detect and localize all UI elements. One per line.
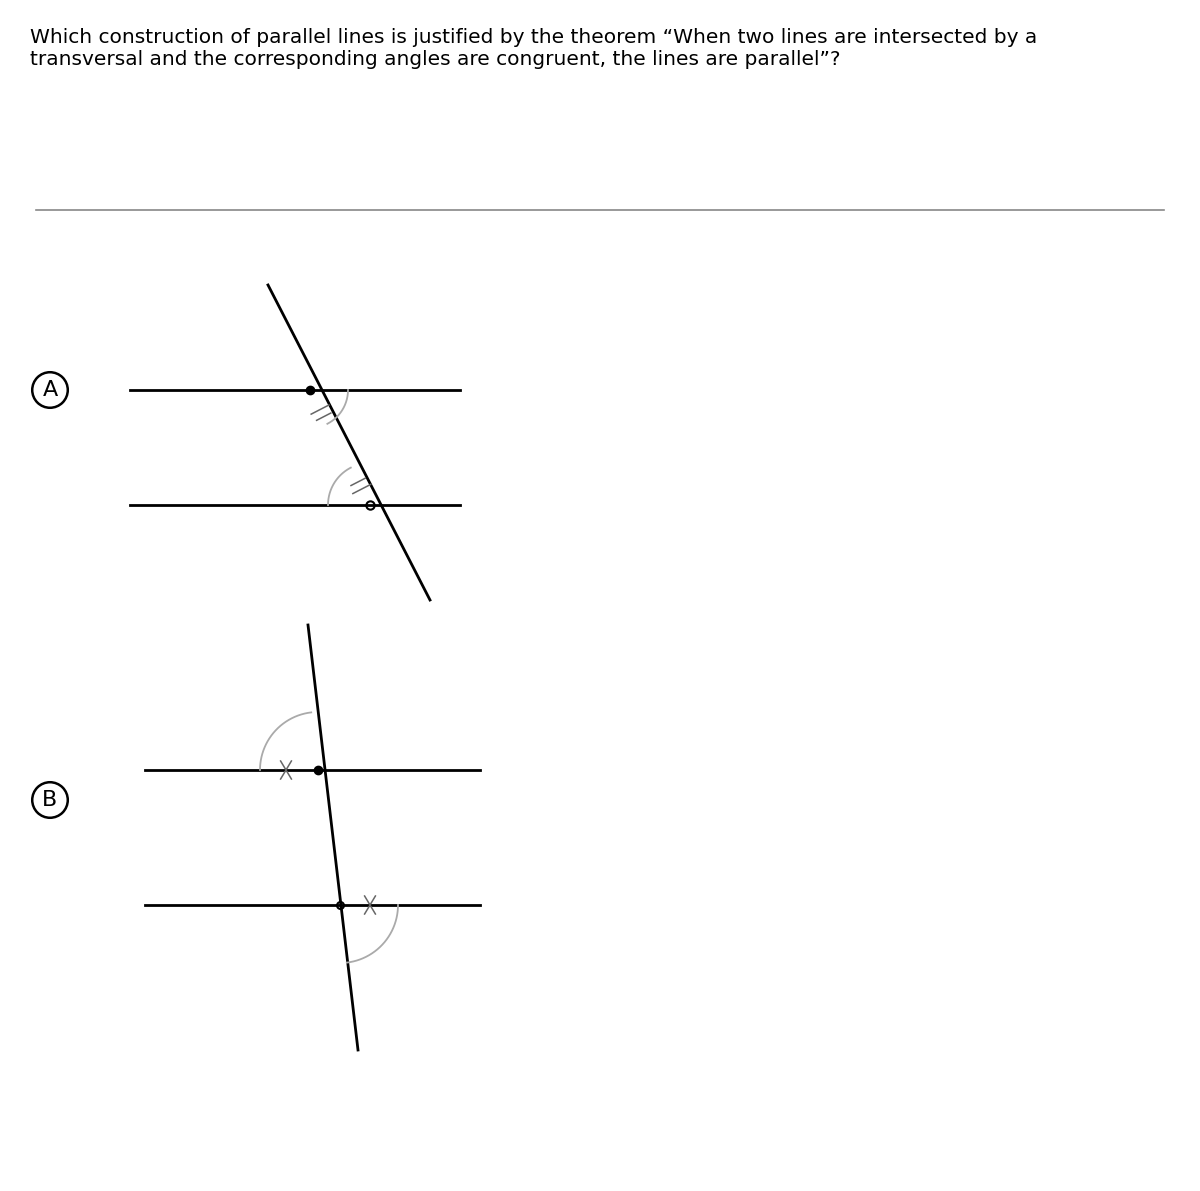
Text: Which construction of parallel lines is justified by the theorem “When two lines: Which construction of parallel lines is … bbox=[30, 29, 1037, 69]
Text: B: B bbox=[42, 790, 58, 810]
Text: A: A bbox=[42, 380, 58, 400]
